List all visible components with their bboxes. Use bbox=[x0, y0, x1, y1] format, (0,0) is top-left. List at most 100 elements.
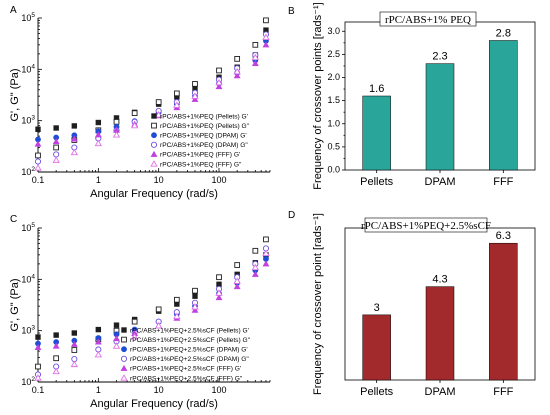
y-axis-title: G', G" (Pa) bbox=[9, 278, 21, 331]
legend-marker bbox=[120, 364, 128, 371]
data-point bbox=[233, 277, 241, 284]
y-tick-label: 105 bbox=[21, 12, 35, 23]
data-point bbox=[233, 67, 241, 75]
title-frame bbox=[379, 11, 477, 27]
data-point bbox=[52, 156, 60, 163]
legend-marker bbox=[120, 355, 128, 362]
data-point bbox=[215, 289, 223, 296]
data-point bbox=[70, 135, 78, 142]
data-point bbox=[262, 41, 270, 48]
data-point bbox=[94, 139, 103, 147]
y-axis-title: G', G" (Pa) bbox=[9, 68, 21, 121]
y-tick-label: 0.0 bbox=[327, 165, 340, 175]
legend-marker bbox=[121, 336, 127, 343]
legend-label: rPC/ABS+1%PEQ (Pellets) G' bbox=[160, 113, 248, 120]
data-point bbox=[262, 260, 270, 267]
legend-marker bbox=[121, 346, 127, 353]
data-point bbox=[155, 99, 162, 105]
y-tick-label: 3.0 bbox=[327, 26, 340, 36]
data-point bbox=[191, 303, 199, 310]
chart-title-box: rPC/ABS+1% PEQ bbox=[379, 11, 477, 27]
data-point bbox=[191, 92, 199, 99]
legend-marker bbox=[151, 113, 157, 119]
series-4 bbox=[34, 41, 270, 147]
data-point bbox=[70, 340, 78, 347]
legend-marker bbox=[120, 374, 128, 381]
data-point bbox=[53, 125, 59, 131]
legend-marker bbox=[121, 327, 127, 333]
data-point bbox=[154, 111, 163, 118]
data-point bbox=[95, 119, 102, 126]
legend-label: rPC/ABS+1%PEQ+2.5%sCF (Pellets) G' bbox=[130, 327, 249, 334]
data-point bbox=[71, 347, 78, 353]
data-point bbox=[113, 322, 120, 328]
legend-label: rPC/ABS+1%PEQ+2.5%sCF (FFF) G" bbox=[130, 375, 243, 382]
x-axis-title: Angular Frequency (rad/s) bbox=[90, 398, 218, 410]
y-tick-label: 104 bbox=[21, 63, 35, 74]
data-point bbox=[192, 81, 198, 87]
data-point bbox=[113, 335, 120, 342]
bar-pellets bbox=[362, 95, 391, 171]
legend-label: rPC/ABS+1%PEQ (FFF) G' bbox=[160, 152, 240, 159]
chart-title-box: rPC/ABS+1%PEQ+2.5%sCF bbox=[361, 217, 491, 233]
category-label: DPAM bbox=[425, 176, 456, 188]
data-point bbox=[34, 140, 42, 147]
data-point bbox=[94, 338, 102, 345]
legend-marker bbox=[151, 132, 157, 139]
chart-title: rPC/ABS+1% PEQ bbox=[385, 14, 471, 26]
data-point bbox=[70, 148, 78, 156]
data-point bbox=[155, 306, 162, 313]
x-axis-title: Angular Frequency (rad/s) bbox=[90, 188, 218, 200]
panel-c-rheology-chart: 0.1 1 10 100 102 103 104 105 Angular Frequency (… bbox=[9, 214, 271, 410]
data-point bbox=[94, 350, 103, 358]
bar-value-label: 3 bbox=[374, 302, 380, 314]
x-tick-label: 1 bbox=[96, 385, 101, 395]
data-point bbox=[192, 293, 198, 299]
chart-title: rPC/ABS+1%PEQ+2.5%sCF bbox=[361, 220, 491, 232]
data-point bbox=[34, 158, 42, 165]
data-point bbox=[71, 123, 78, 129]
y-tick-label: 102 bbox=[21, 376, 35, 387]
y-tick-label: 2.0 bbox=[327, 72, 340, 82]
bar-value-label: 2.3 bbox=[432, 51, 447, 63]
bar-value-label: 4.3 bbox=[432, 274, 447, 286]
data-point bbox=[173, 90, 180, 97]
series-4 bbox=[34, 260, 270, 350]
data-point bbox=[215, 294, 223, 301]
data-point bbox=[113, 118, 120, 125]
x-tick-label: 0.1 bbox=[32, 175, 45, 185]
y-tick-label: 105 bbox=[21, 222, 35, 233]
data-point bbox=[35, 363, 41, 370]
legend-label: rPC/ABS+1%PEQ+2.5%sCF (Pellets) G" bbox=[130, 337, 251, 344]
y-axis-title: Frequency of crossover points [rads⁻¹] bbox=[312, 2, 324, 189]
data-point bbox=[53, 332, 59, 338]
y-tick-label: 103 bbox=[21, 115, 35, 126]
data-point bbox=[35, 152, 41, 159]
series-5 bbox=[34, 249, 270, 381]
data-point bbox=[262, 33, 270, 40]
data-point bbox=[234, 262, 241, 268]
data-point bbox=[95, 326, 102, 333]
bar-dpam bbox=[425, 286, 455, 381]
y-tick-label: 102 bbox=[21, 166, 35, 177]
data-point bbox=[215, 78, 223, 86]
legend-label: rPC/ABS+1%PEQ+2.5%sCF (DPAM) G" bbox=[130, 356, 249, 363]
data-point bbox=[34, 374, 42, 381]
x-tick-label: 1 bbox=[96, 175, 101, 185]
title-frame bbox=[364, 217, 488, 233]
y-tick-label: 103 bbox=[21, 325, 35, 336]
panel-letter-c: C bbox=[10, 214, 17, 225]
data-point bbox=[191, 95, 199, 102]
data-point bbox=[233, 72, 241, 79]
legend-marker bbox=[150, 150, 158, 157]
legend-label: rPC/ABS+1%PEQ (DPAM) G' bbox=[160, 133, 247, 140]
y-tick-label: 1.0 bbox=[327, 118, 340, 128]
legend-label: rPC/ABS+1%PEQ (Pellets) G" bbox=[160, 123, 250, 130]
legend: rPC/ABS+1%PEQ+2.5%sCF (Pellets) G' rPC/AB… bbox=[120, 327, 251, 382]
y-tick-label: 104 bbox=[21, 273, 35, 284]
data-point bbox=[52, 367, 60, 375]
data-point bbox=[131, 110, 138, 117]
data-point bbox=[130, 121, 139, 129]
series-5 bbox=[34, 33, 270, 171]
data-point bbox=[251, 270, 259, 277]
